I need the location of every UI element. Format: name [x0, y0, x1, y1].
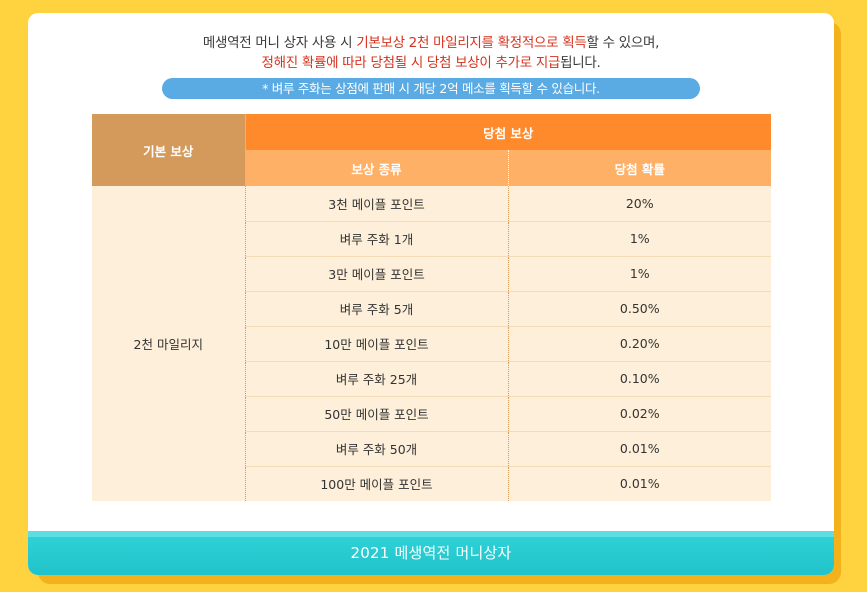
probability-cell: 0.01%	[508, 466, 772, 501]
intro-line-2: 정해진 확률에 따라 당첨될 시 당첨 보상이 추가로 지급됩니다.	[28, 53, 834, 73]
probability-cell: 0.01%	[508, 431, 772, 467]
probability-cell: 1%	[508, 256, 772, 292]
probability-cell: 0.50%	[508, 291, 772, 327]
reward-type-cell: 벼루 주화 50개	[245, 431, 509, 467]
footer-banner: 2021 메생역전 머니상자	[28, 531, 834, 575]
table-row: 3만 메이플 포인트 1%	[92, 256, 772, 292]
reward-table: 기본 보상 당첨 보상 보상 종류 당첨 확률 2천 마일리지 3천 메이플 포…	[92, 114, 772, 501]
reward-type-cell: 100만 메이플 포인트	[245, 466, 509, 501]
notice-pill: * 벼루 주화는 상점에 판매 시 개당 2억 메소를 획득할 수 있습니다.	[162, 78, 700, 99]
table-row: 벼루 주화 1개 1%	[92, 221, 772, 257]
reward-type-cell: 벼루 주화 25개	[245, 361, 509, 397]
probability-cell: 20%	[508, 186, 772, 222]
basic-reward-value: 2천 마일리지	[92, 186, 246, 501]
table-row: 100만 메이플 포인트 0.01%	[92, 466, 772, 501]
intro-line-2-post: 됩니다.	[560, 55, 601, 71]
intro-line-1-pre: 메생역전 머니 상자 사용 시	[202, 35, 357, 51]
reward-type-header: 보상 종류	[245, 150, 509, 186]
info-card: 메생역전 머니 상자 사용 시 기본보상 2천 마일리지를 확정적으로 획득할 …	[28, 13, 834, 575]
intro-text: 메생역전 머니 상자 사용 시 기본보상 2천 마일리지를 확정적으로 획득할 …	[28, 33, 834, 73]
win-probability-header: 당첨 확률	[508, 150, 772, 186]
table-row: 벼루 주화 5개 0.50%	[92, 291, 772, 327]
table-row: 50만 메이플 포인트 0.02%	[92, 396, 772, 432]
probability-cell: 1%	[508, 221, 772, 257]
reward-type-cell: 3만 메이플 포인트	[245, 256, 509, 292]
win-reward-header: 당첨 보상	[245, 114, 772, 150]
probability-cell: 0.20%	[508, 326, 772, 362]
basic-reward-header: 기본 보상	[92, 114, 246, 186]
table-row: 벼루 주화 25개 0.10%	[92, 361, 772, 397]
table-row: 10만 메이플 포인트 0.20%	[92, 326, 772, 362]
table-row: 벼루 주화 50개 0.01%	[92, 431, 772, 467]
intro-line-1: 메생역전 머니 상자 사용 시 기본보상 2천 마일리지를 확정적으로 획득할 …	[28, 33, 834, 53]
reward-type-cell: 3천 메이플 포인트	[245, 186, 509, 222]
intro-line-2-highlight: 정해진 확률에 따라 당첨될 시 당첨 보상이 추가로 지급	[261, 55, 561, 71]
reward-type-cell: 50만 메이플 포인트	[245, 396, 509, 432]
reward-type-cell: 벼루 주화 1개	[245, 221, 509, 257]
footer-title: 2021 메생역전 머니상자	[350, 544, 512, 562]
reward-type-cell: 벼루 주화 5개	[245, 291, 509, 327]
table-row: 2천 마일리지 3천 메이플 포인트 20%	[92, 186, 772, 501]
probability-cell: 0.10%	[508, 361, 772, 397]
probability-cell: 0.02%	[508, 396, 772, 432]
intro-line-1-post: 할 수 있으며,	[586, 35, 660, 51]
reward-type-cell: 10만 메이플 포인트	[245, 326, 509, 362]
intro-line-1-highlight: 기본보상 2천 마일리지를 확정적으로 획득	[356, 35, 587, 51]
